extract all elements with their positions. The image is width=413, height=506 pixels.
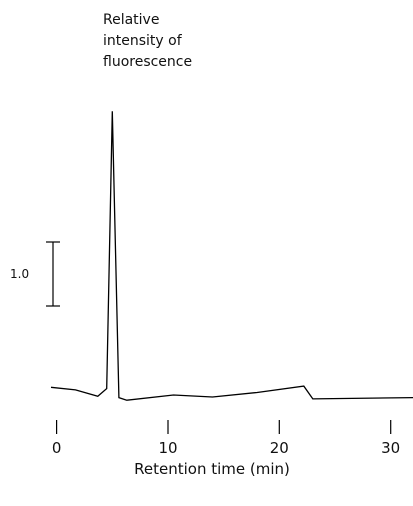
intensity-scale-bar: 1.0 — [10, 241, 60, 307]
x-axis-label: Retention time (min) — [134, 460, 290, 478]
x-tick-label-30: 30 — [381, 439, 400, 457]
y-axis-label-line-3: fluorescence — [103, 54, 192, 70]
x-tick-label-20: 20 — [270, 439, 289, 457]
y-axis-label-line-1: Relative — [103, 12, 159, 28]
x-tick-label-10: 10 — [158, 439, 177, 457]
series-layer — [50, 111, 413, 401]
scale-bar-label: 1.0 — [10, 267, 29, 281]
x-tick-label-0: 0 — [52, 439, 62, 457]
chromatogram-trace-0 — [50, 111, 413, 401]
x-axis-ticks: 0 10 20 30 — [52, 420, 400, 457]
y-axis-label-line-2: intensity of — [103, 33, 183, 49]
